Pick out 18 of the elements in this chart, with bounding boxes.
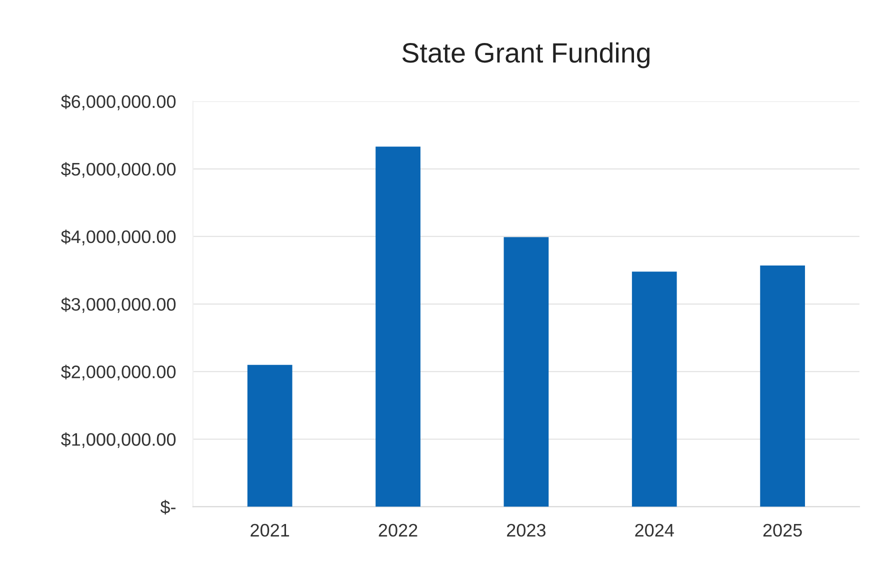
y-tick-label: $5,000,000.00 xyxy=(61,162,176,178)
y-tick-label: $6,000,000.00 xyxy=(61,94,176,110)
y-tick-label: $- xyxy=(160,500,176,514)
y-tick-label: $4,000,000.00 xyxy=(61,230,176,246)
bar xyxy=(504,237,549,507)
x-tick-label: 2025 xyxy=(763,524,802,537)
y-tick-label: $1,000,000.00 xyxy=(61,432,176,448)
bar xyxy=(632,272,677,507)
x-tick-label: 2023 xyxy=(507,524,546,537)
x-tick-label: 2022 xyxy=(378,524,418,537)
bar xyxy=(760,266,805,507)
bar xyxy=(247,364,292,507)
x-tick-label: 2021 xyxy=(250,524,290,537)
y-tick-label: $2,000,000.00 xyxy=(61,364,176,380)
chart-title: State Grant Funding xyxy=(402,42,650,68)
x-tick-label: 2024 xyxy=(635,524,674,537)
y-tick-label: $3,000,000.00 xyxy=(61,297,176,313)
bar xyxy=(376,146,420,507)
